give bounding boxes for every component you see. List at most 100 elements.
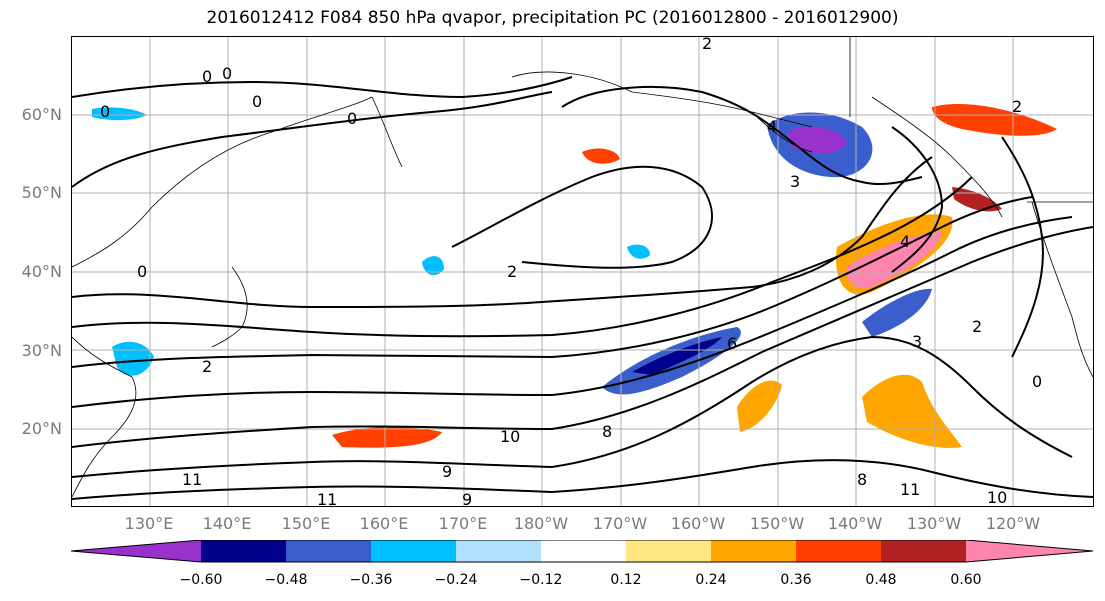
- colorbar-tick-label: 0.48: [865, 572, 897, 588]
- contour-line: [72, 156, 933, 309]
- precip-fill-dry-midpac: [422, 256, 444, 276]
- lat-label-50n: 50°N: [21, 183, 62, 202]
- contour-label: 0: [1032, 372, 1042, 391]
- colorbar-tick-label: −0.12: [519, 572, 563, 588]
- contour-label: 2: [202, 357, 212, 376]
- lat-label-20n: 20°N: [21, 419, 62, 438]
- contour-line: [72, 335, 1073, 478]
- contour-line: [891, 126, 944, 273]
- contour-label: 2: [1012, 97, 1022, 116]
- contour-label: 3: [790, 172, 800, 191]
- precip-fill-wet-nw: [932, 103, 1057, 136]
- map-canvas: 0 0 0 0 0 0 0 2 2 2 2 2 3 3 4 4 6 8 8 9 …: [72, 37, 1093, 506]
- contour-line: [72, 226, 1093, 448]
- map-title: 2016012412 F084 850 hPa qvapor, precipit…: [206, 8, 899, 28]
- contour-line: [1001, 136, 1044, 358]
- precip-fill-dry-aleutian: [92, 107, 147, 121]
- lon-label-140w: 140°W: [827, 514, 883, 533]
- colorbar-bin-7: [711, 540, 796, 562]
- contour-label: 10: [987, 488, 1007, 506]
- precip-fill-wet-subtrop-w: [332, 427, 442, 448]
- colorbar-bin-1: [201, 540, 286, 562]
- qvapor-contours: [72, 76, 1093, 500]
- colorbar-tick-label: 0.60: [950, 572, 982, 588]
- contour-label: 9: [442, 462, 452, 481]
- precip-fill-dry-center: [627, 244, 650, 259]
- colorbar: [71, 540, 1094, 563]
- contour-label: 4: [767, 117, 777, 136]
- lat-label-40n: 40°N: [21, 262, 62, 281]
- colorbar-bin-8: [796, 540, 881, 562]
- coastline-bc: [871, 96, 1003, 218]
- lon-label-160e: 160°E: [359, 514, 409, 533]
- precip-fills: [92, 103, 1057, 448]
- colorbar-bin-9: [881, 540, 966, 562]
- precip-fill-wet-pnw: [952, 187, 1002, 212]
- contour-label: 11: [900, 480, 920, 499]
- contour-label: 0: [100, 102, 110, 121]
- lon-label-170e: 170°E: [438, 514, 488, 533]
- colorbar-outline: [71, 540, 1094, 563]
- contour-label: 11: [317, 490, 337, 506]
- contour-label: 6: [727, 334, 737, 353]
- coastline-alaska: [511, 71, 813, 153]
- coastline-asia: [72, 96, 403, 498]
- lon-label-170w: 170°W: [592, 514, 648, 533]
- contour-label: 0: [347, 109, 357, 128]
- contour-label: 11: [182, 470, 202, 489]
- contour-label: 10: [500, 427, 520, 446]
- contour-line: [72, 459, 1093, 500]
- contour-label: 8: [602, 422, 612, 441]
- colorbar-tick-label: −0.24: [434, 572, 478, 588]
- colorbar-bin-2: [286, 540, 371, 562]
- graticule: [72, 37, 1093, 506]
- contour-label: 0: [202, 67, 212, 86]
- colorbar-tick-label: 0.36: [780, 572, 812, 588]
- lon-label-130e: 130°E: [124, 514, 174, 533]
- lon-label-120w: 120°W: [985, 514, 1041, 533]
- lat-label-60n: 60°N: [21, 105, 62, 124]
- contour-label: 8: [857, 470, 867, 489]
- contour-line: [72, 216, 1073, 408]
- contour-line: [72, 196, 1033, 368]
- lat-label-30n: 30°N: [21, 341, 62, 360]
- colorbar-extend-min: [71, 540, 201, 562]
- map-panel: 0 0 0 0 0 0 0 2 2 2 2 2 3 3 4 4 6 8 8 9 …: [71, 36, 1094, 507]
- lon-label-180w: 180°W: [513, 514, 569, 533]
- contour-label: 0: [252, 92, 262, 111]
- colorbar-tick-label: 0.12: [610, 572, 642, 588]
- contour-line: [72, 176, 973, 338]
- contour-label: 2: [507, 262, 517, 281]
- lon-label-150w: 150°W: [749, 514, 805, 533]
- colorbar-bin-5: [541, 540, 626, 562]
- precip-fill-dry-japan: [112, 341, 154, 376]
- colorbar-tick-label: 0.24: [695, 572, 727, 588]
- coastline-japan: [211, 266, 248, 348]
- contour-label: 0: [137, 262, 147, 281]
- colorbar-bin-3: [371, 540, 456, 562]
- contour-label: 3: [912, 332, 922, 351]
- precip-fill-wet-hawaii: [737, 380, 782, 432]
- contour-line: [72, 76, 573, 99]
- contour-label: 0: [222, 64, 232, 83]
- contour-label: 2: [972, 317, 982, 336]
- colorbar-bin-6: [626, 540, 711, 562]
- colorbar-extend-max: [966, 540, 1093, 562]
- lon-label-140e: 140°E: [202, 514, 252, 533]
- colorbar-tick-label: −0.48: [264, 572, 308, 588]
- contour-label: 2: [702, 37, 712, 53]
- contour-label: 9: [462, 490, 472, 506]
- colorbar-tick-label: −0.36: [349, 572, 393, 588]
- contour-label-group: 0 0 0 0 0 0 0 2 2 2 2 2 3 3 4 4 6 8 8 9 …: [100, 37, 1042, 506]
- contour-label: 4: [900, 232, 910, 251]
- precip-fill-wet-kamchatka: [582, 148, 620, 164]
- precip-fill-wet-core: [846, 232, 942, 289]
- colorbar-bin-4: [456, 540, 541, 562]
- contour-line: [451, 165, 713, 269]
- lon-label-130w: 130°W: [906, 514, 962, 533]
- lon-label-160w: 160°W: [670, 514, 726, 533]
- colorbar-tick-label: −0.60: [179, 572, 223, 588]
- precip-fill-wet-east: [862, 374, 962, 448]
- contour-line: [72, 91, 553, 188]
- precip-fill-dry-gulf-core: [787, 126, 847, 154]
